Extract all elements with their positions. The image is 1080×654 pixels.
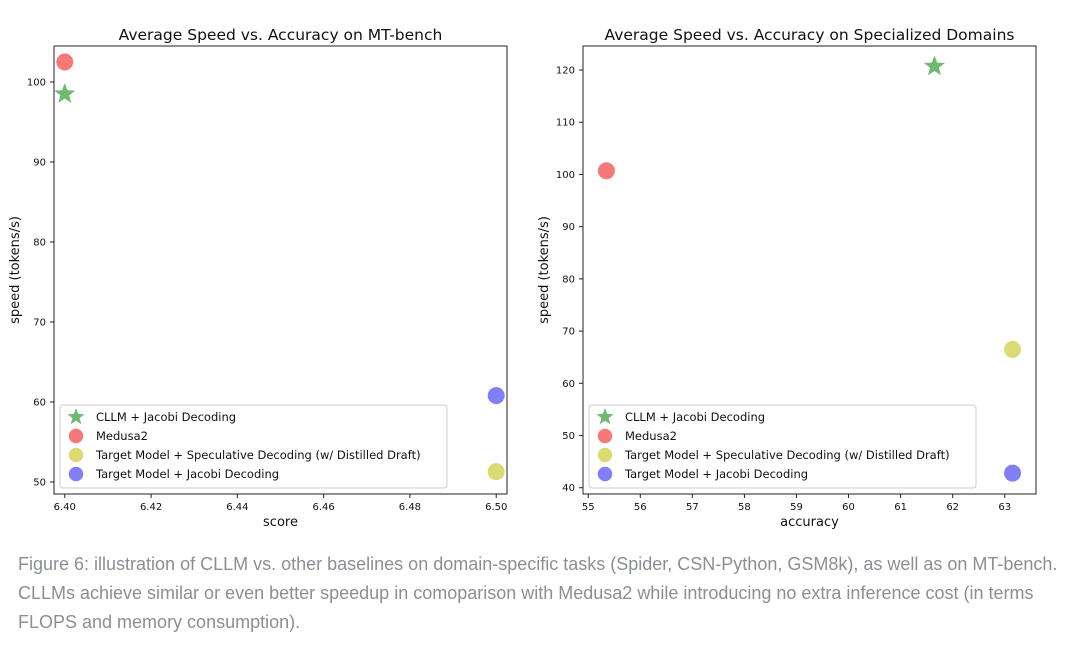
y-tick-label: 50	[33, 478, 46, 489]
x-axis-label: score	[263, 515, 298, 530]
y-axis-label: speed (tokens/s)	[537, 216, 552, 324]
x-tick-label: 6.50	[485, 502, 507, 513]
x-tick-label: 60	[842, 502, 855, 513]
data-point-medusa2	[56, 53, 74, 71]
chart-title: Average Speed vs. Accuracy on Specialize…	[605, 26, 1015, 44]
legend-label: Target Model + Jacobi Decoding	[624, 467, 808, 481]
legend-marker	[596, 408, 614, 425]
x-tick-label: 6.44	[226, 502, 248, 513]
plot-frame	[582, 45, 1037, 495]
legend-marker	[67, 408, 85, 425]
legend-label: Medusa2	[96, 429, 148, 443]
x-tick-label: 57	[686, 502, 699, 513]
y-tick-label: 100	[27, 78, 46, 89]
y-tick-label: 90	[33, 158, 46, 169]
y-tick-label: 100	[556, 170, 575, 181]
legend-marker	[597, 447, 613, 463]
legend-marker	[68, 447, 84, 463]
legend-label: Medusa2	[625, 429, 677, 443]
y-tick-label: 50	[562, 431, 575, 442]
x-tick-label: 6.42	[140, 502, 162, 513]
legend-label: Target Model + Speculative Decoding (w/ …	[624, 448, 950, 462]
x-tick-label: 6.46	[313, 502, 335, 513]
figure-caption: Figure 6: illustration of CLLM vs. other…	[18, 554, 1058, 632]
x-tick-label: 6.48	[399, 502, 421, 513]
legend-marker	[597, 466, 613, 482]
legend-box	[588, 404, 977, 489]
data-point-target-model-jacobi-decoding	[1004, 464, 1022, 482]
y-axis-label: speed (tokens/s)	[8, 216, 23, 324]
x-axis-label: accuracy	[780, 515, 839, 530]
legend-label: Target Model + Jacobi Decoding	[95, 467, 279, 481]
x-tick-label: 63	[998, 502, 1011, 513]
x-tick-label: 62	[946, 502, 959, 513]
data-point-target-model-speculative-decoding-w-distilled-draft	[1004, 340, 1022, 358]
legend-label: CLLM + Jacobi Decoding	[96, 410, 236, 424]
chart-title: Average Speed vs. Accuracy on MT-bench	[119, 26, 443, 44]
plot-frame	[53, 45, 508, 495]
y-tick-label: 40	[562, 483, 575, 494]
legend-marker	[68, 428, 84, 444]
x-tick-label: 61	[894, 502, 907, 513]
y-tick-label: 80	[562, 274, 575, 285]
legend-marker	[68, 466, 84, 482]
figure: Average Speed vs. Accuracy on MT-bench 6.…	[8, 26, 1037, 530]
legend: CLLM + Jacobi Decoding Medusa2 Target Mode…	[588, 404, 977, 489]
legend: CLLM + Jacobi Decoding Medusa2 Target Mode…	[59, 404, 448, 489]
data-point-target-model-speculative-decoding-w-distilled-draft	[487, 463, 505, 481]
y-tick-label: 110	[556, 118, 575, 129]
legend-label: CLLM + Jacobi Decoding	[625, 410, 765, 424]
legend-marker	[597, 428, 613, 444]
x-tick-label: 59	[790, 502, 803, 513]
chart-2: Average Speed vs. Accuracy on Specialize…	[537, 26, 1037, 530]
data-point-cllm-jacobi-decoding	[924, 55, 945, 76]
data-point-target-model-jacobi-decoding	[487, 387, 505, 405]
y-tick-label: 80	[33, 238, 46, 249]
x-tick-label: 55	[582, 502, 595, 513]
x-tick-label: 56	[634, 502, 647, 513]
data-point-medusa2	[597, 162, 615, 180]
y-tick-label: 70	[33, 318, 46, 329]
chart-1: Average Speed vs. Accuracy on MT-bench 6.…	[8, 26, 508, 530]
data-point-cllm-jacobi-decoding	[54, 83, 76, 103]
y-tick-label: 60	[562, 379, 575, 390]
y-tick-label: 60	[33, 398, 46, 409]
legend-label: Target Model + Speculative Decoding (w/ …	[95, 448, 421, 462]
x-tick-label: 58	[738, 502, 751, 513]
legend-box	[59, 404, 448, 489]
y-tick-label: 120	[556, 66, 575, 77]
y-tick-label: 70	[562, 327, 575, 338]
y-tick-label: 90	[562, 222, 575, 233]
x-tick-label: 6.40	[54, 502, 76, 513]
